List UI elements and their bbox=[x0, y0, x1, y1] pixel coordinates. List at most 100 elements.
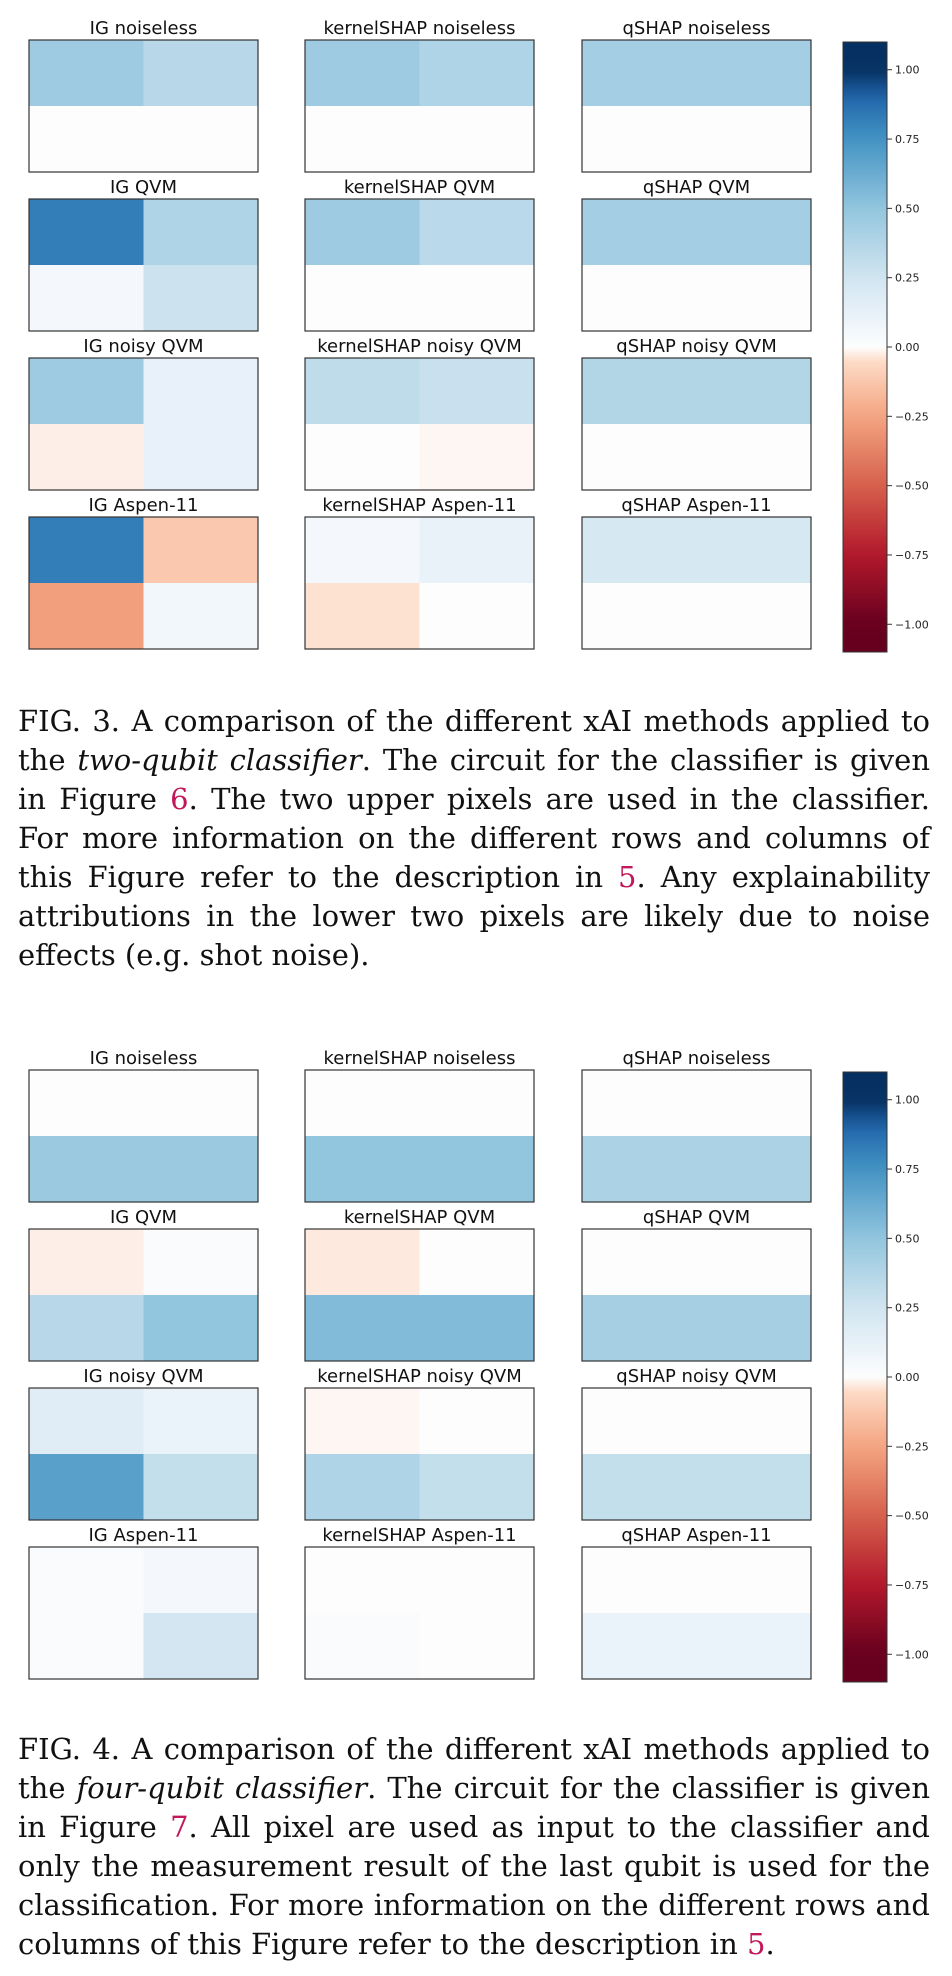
heatmap-cell bbox=[582, 106, 697, 173]
panel-title: qSHAP QVM bbox=[643, 177, 750, 198]
panel-title: IG noisy QVM bbox=[83, 1366, 203, 1387]
heatmap-panel-kernelshap-noisy-qvm: kernelSHAP noisy QVM bbox=[304, 1366, 535, 1521]
heatmap-cell bbox=[143, 1454, 259, 1521]
panel-title: qSHAP noiseless bbox=[623, 18, 771, 39]
heatmap-cell bbox=[143, 1547, 259, 1614]
figure-4-caption: FIG. 4. A comparison of the different xA… bbox=[18, 1732, 930, 1961]
colorbar-tick-label: −0.50 bbox=[895, 480, 929, 493]
heatmap-cell bbox=[696, 1454, 812, 1521]
heatmap-cell bbox=[305, 1070, 420, 1137]
heatmap-cell bbox=[696, 1295, 812, 1362]
heatmap-cell bbox=[419, 1229, 535, 1296]
heatmap-cell bbox=[29, 199, 144, 266]
heatmap-cell bbox=[419, 106, 535, 173]
colorbar-tick-label: −1.00 bbox=[895, 618, 929, 631]
heatmap-cell bbox=[143, 358, 259, 425]
panel-title: IG Aspen-11 bbox=[89, 1525, 199, 1546]
heatmap-cell bbox=[305, 1229, 420, 1296]
heatmap-cell bbox=[582, 358, 697, 425]
heatmap-panel-kernelshap-qvm: kernelSHAP QVM bbox=[304, 177, 535, 332]
heatmap-cell bbox=[582, 424, 697, 491]
colorbar-tick-label: −0.50 bbox=[895, 1510, 929, 1523]
panel-frame bbox=[28, 198, 259, 332]
heatmap-panel-kernelshap-qvm: kernelSHAP QVM bbox=[304, 1207, 535, 1362]
panel-frame bbox=[28, 1387, 259, 1521]
colorbar-tick-label: 1.00 bbox=[895, 64, 920, 77]
heatmap-cell bbox=[419, 1295, 535, 1362]
heatmap-cell bbox=[696, 106, 812, 173]
colorbar-gradient bbox=[842, 41, 888, 653]
heatmap-cell bbox=[696, 358, 812, 425]
heatmap-cell bbox=[582, 1136, 697, 1203]
heatmap-cell bbox=[696, 1070, 812, 1137]
heatmap-cell bbox=[419, 358, 535, 425]
heatmap-panel-ig-noiseless: IG noiseless bbox=[28, 18, 259, 173]
heatmap-cell bbox=[582, 583, 697, 650]
colorbar-gradient bbox=[842, 1071, 888, 1683]
panel-title: IG noiseless bbox=[90, 1048, 198, 1069]
heatmap-cell bbox=[696, 1388, 812, 1455]
colorbar-tick-label: −0.25 bbox=[895, 410, 929, 423]
heatmap-cell bbox=[305, 1388, 420, 1455]
heatmap-cell bbox=[29, 358, 144, 425]
section-reference-link[interactable]: 5 bbox=[746, 1927, 766, 1961]
heatmap-cell bbox=[419, 1547, 535, 1614]
heatmap-panel-qshap-noiseless: qSHAP noiseless bbox=[581, 18, 812, 173]
colorbar-tick-label: −0.75 bbox=[895, 549, 929, 562]
panel-frame bbox=[581, 1228, 812, 1362]
heatmap-panel-qshap-noiseless: qSHAP noiseless bbox=[581, 1048, 812, 1203]
heatmap-cell bbox=[305, 517, 420, 584]
colorbar: 1.00 0.75 0.50 0.25 0.00 −0.25 −0.50 −0.75 −1.00 bbox=[842, 1071, 929, 1683]
heatmap-cell bbox=[29, 1070, 144, 1137]
heatmap-cell bbox=[29, 106, 144, 173]
heatmap-panel-qshap-noisy-qvm: qSHAP noisy QVM bbox=[581, 1366, 812, 1521]
heatmap-cell bbox=[582, 1229, 697, 1296]
heatmap-cell bbox=[29, 1229, 144, 1296]
heatmap-cell bbox=[143, 1295, 259, 1362]
heatmap-panel-qshap-aspen-11: qSHAP Aspen-11 bbox=[581, 495, 812, 650]
panel-frame bbox=[304, 1546, 535, 1680]
heatmap-cell bbox=[696, 517, 812, 584]
section-reference-link[interactable]: 5 bbox=[618, 860, 637, 894]
heatmap-cell bbox=[696, 1229, 812, 1296]
heatmap-panel-kernelshap-noiseless: kernelSHAP noiseless bbox=[304, 1048, 535, 1203]
figure-3-heatmap-grid: IG noiseless kernelSHAP noiseless qSHAP no… bbox=[28, 18, 929, 653]
heatmap-cell bbox=[696, 1136, 812, 1203]
heatmap-panel-qshap-aspen-11: qSHAP Aspen-11 bbox=[581, 1525, 812, 1680]
heatmap-cell bbox=[696, 1547, 812, 1614]
heatmap-panel-ig-qvm: IG QVM bbox=[28, 1207, 259, 1362]
panel-title: kernelSHAP Aspen-11 bbox=[322, 495, 516, 516]
heatmap-panel-ig-aspen-11: IG Aspen-11 bbox=[28, 1525, 259, 1680]
figure-3-caption: FIG. 3. A comparison of the different xA… bbox=[18, 704, 931, 972]
heatmap-cell bbox=[143, 1229, 259, 1296]
panel-frame bbox=[581, 1387, 812, 1521]
heatmap-cell bbox=[582, 1613, 697, 1680]
heatmap-panel-kernelshap-aspen-11: kernelSHAP Aspen-11 bbox=[304, 1525, 535, 1680]
heatmap-cell bbox=[305, 1136, 420, 1203]
colorbar-tick-label: 0.50 bbox=[895, 202, 920, 215]
colorbar-tick-label: 0.25 bbox=[895, 272, 920, 285]
panel-frame bbox=[581, 357, 812, 491]
colorbar-tick-label: −0.25 bbox=[895, 1440, 929, 1453]
colorbar-tick-label: −1.00 bbox=[895, 1648, 929, 1661]
heatmap-cell bbox=[419, 1070, 535, 1137]
heatmap-cell bbox=[305, 1613, 420, 1680]
panel-frame bbox=[304, 39, 535, 173]
heatmap-cell bbox=[582, 1454, 697, 1521]
figure-reference-link[interactable]: 7 bbox=[170, 1810, 189, 1844]
heatmap-cell bbox=[29, 583, 144, 650]
colorbar: 1.00 0.75 0.50 0.25 0.00 −0.25 −0.50 −0.75 −1.00 bbox=[842, 41, 929, 653]
heatmap-cell bbox=[305, 40, 420, 107]
heatmap-panel-qshap-qvm: qSHAP QVM bbox=[581, 177, 812, 332]
heatmap-panel-ig-aspen-11: IG Aspen-11 bbox=[28, 495, 259, 650]
heatmap-cell bbox=[696, 265, 812, 332]
heatmap-cell bbox=[419, 40, 535, 107]
panel-frame bbox=[28, 1069, 259, 1203]
heatmap-cell bbox=[419, 517, 535, 584]
heatmap-cell bbox=[696, 583, 812, 650]
heatmap-panel-ig-qvm: IG QVM bbox=[28, 177, 259, 332]
heatmap-cell bbox=[419, 424, 535, 491]
figure-reference-link[interactable]: 6 bbox=[170, 782, 189, 816]
colorbar-tick-label: 0.00 bbox=[895, 1371, 920, 1384]
panel-frame bbox=[581, 1546, 812, 1680]
